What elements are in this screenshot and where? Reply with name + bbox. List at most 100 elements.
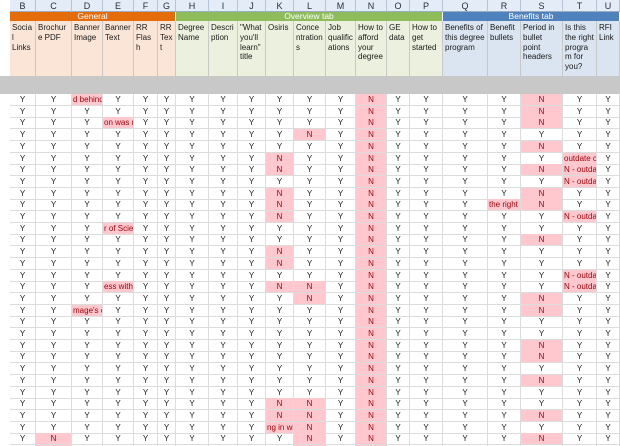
cell-r6-c6[interactable]: Y bbox=[176, 164, 209, 177]
cell-r4-c7[interactable]: Y bbox=[209, 140, 238, 153]
cell-r20-c16[interactable]: Y bbox=[488, 328, 521, 340]
cell-r5-c1[interactable]: Y bbox=[36, 152, 72, 165]
cell-r20-c7[interactable]: Y bbox=[209, 328, 238, 340]
cell-r17-c5[interactable]: Y bbox=[158, 292, 176, 305]
cell-r15-c12[interactable]: N bbox=[356, 269, 387, 282]
cell-r6-c4[interactable]: Y bbox=[134, 164, 158, 177]
cell-r8-c8[interactable]: Y bbox=[238, 187, 266, 200]
cell-r0-c1[interactable]: Y bbox=[36, 94, 72, 106]
cell-r7-c14[interactable]: Y bbox=[410, 175, 443, 188]
cell-r23-c4[interactable]: Y bbox=[134, 363, 158, 376]
cell-r14-c4[interactable]: Y bbox=[134, 257, 158, 270]
cell-r21-c19[interactable]: Y bbox=[597, 339, 620, 352]
cell-r5-c13[interactable]: Y bbox=[387, 152, 410, 165]
cell-r25-c15[interactable]: Y bbox=[443, 386, 488, 399]
cell-r18-c10[interactable]: Y bbox=[294, 304, 326, 317]
cell-r14-c16[interactable]: Y bbox=[488, 257, 521, 270]
cell-r4-c11[interactable]: Y bbox=[326, 140, 356, 153]
header-cell-12[interactable]: How to afford your degree bbox=[356, 21, 387, 76]
cell-r26-c9[interactable]: N bbox=[266, 398, 294, 411]
cell-r8-c11[interactable]: Y bbox=[326, 187, 356, 200]
cell-r20-c12[interactable]: N bbox=[356, 328, 387, 340]
cell-r2-c17[interactable]: N bbox=[521, 117, 563, 130]
cell-r5-c12[interactable]: N bbox=[356, 152, 387, 165]
cell-r25-c13[interactable]: Y bbox=[387, 386, 410, 399]
cell-r1-c12[interactable]: N bbox=[356, 105, 387, 118]
cell-r3-c2[interactable]: Y bbox=[72, 129, 103, 142]
cell-r13-c0[interactable]: Y bbox=[10, 246, 36, 259]
column-letter-o[interactable]: O bbox=[387, 0, 410, 12]
cell-r8-c0[interactable]: Y bbox=[10, 187, 36, 200]
cell-r11-c11[interactable]: Y bbox=[326, 222, 356, 235]
cell-r11-c3[interactable]: r of Scie bbox=[103, 222, 134, 235]
cell-r16-c10[interactable]: N bbox=[294, 281, 326, 294]
cell-r23-c17[interactable]: Y bbox=[521, 363, 563, 376]
cell-r28-c8[interactable]: Y bbox=[238, 421, 266, 434]
cell-r1-c5[interactable]: Y bbox=[158, 105, 176, 118]
cell-r21-c5[interactable]: Y bbox=[158, 339, 176, 352]
cell-r7-c15[interactable]: Y bbox=[443, 175, 488, 188]
cell-r3-c12[interactable]: N bbox=[356, 129, 387, 142]
cell-r1-c15[interactable]: Y bbox=[443, 105, 488, 118]
cell-r0-c15[interactable]: Y bbox=[443, 94, 488, 106]
cell-r1-c13[interactable]: Y bbox=[387, 105, 410, 118]
cell-r22-c1[interactable]: Y bbox=[36, 351, 72, 364]
cell-r28-c6[interactable]: Y bbox=[176, 421, 209, 434]
cell-r22-c12[interactable]: N bbox=[356, 351, 387, 364]
cell-r17-c9[interactable]: Y bbox=[266, 292, 294, 305]
cell-r7-c18[interactable]: N - outda bbox=[563, 175, 597, 188]
cell-r12-c5[interactable]: Y bbox=[158, 234, 176, 247]
cell-r2-c9[interactable]: Y bbox=[266, 117, 294, 130]
cell-r21-c3[interactable]: Y bbox=[103, 339, 134, 352]
cell-r29-c5[interactable]: Y bbox=[158, 433, 176, 446]
cell-r20-c3[interactable]: Y bbox=[103, 328, 134, 340]
cell-r20-c17[interactable]: Y bbox=[521, 328, 563, 340]
cell-r2-c6[interactable]: Y bbox=[176, 117, 209, 130]
cell-r20-c6[interactable]: Y bbox=[176, 328, 209, 340]
cell-r5-c3[interactable]: Y bbox=[103, 152, 134, 165]
cell-r23-c5[interactable]: Y bbox=[158, 363, 176, 376]
cell-r24-c0[interactable]: Y bbox=[10, 374, 36, 387]
cell-r0-c16[interactable]: Y bbox=[488, 94, 521, 106]
cell-r13-c10[interactable]: Y bbox=[294, 246, 326, 259]
cell-r1-c19[interactable]: Y bbox=[597, 105, 620, 118]
cell-r23-c10[interactable]: Y bbox=[294, 363, 326, 376]
cell-r24-c14[interactable]: Y bbox=[410, 374, 443, 387]
header-cell-0[interactable]: Social Links bbox=[10, 21, 36, 76]
cell-r22-c14[interactable]: Y bbox=[410, 351, 443, 364]
cell-r27-c8[interactable]: Y bbox=[238, 409, 266, 422]
cell-r0-c11[interactable]: Y bbox=[326, 94, 356, 106]
cell-r15-c19[interactable]: Y bbox=[597, 269, 620, 282]
cell-r20-c8[interactable]: Y bbox=[238, 328, 266, 340]
cell-r0-c12[interactable]: N bbox=[356, 94, 387, 106]
cell-r11-c1[interactable]: Y bbox=[36, 222, 72, 235]
cell-r9-c8[interactable]: Y bbox=[238, 199, 266, 212]
cell-r19-c9[interactable]: Y bbox=[266, 316, 294, 329]
cell-r26-c3[interactable]: Y bbox=[103, 398, 134, 411]
cell-r4-c6[interactable]: Y bbox=[176, 140, 209, 153]
cell-r12-c2[interactable]: Y bbox=[72, 234, 103, 247]
cell-r23-c15[interactable]: Y bbox=[443, 363, 488, 376]
cell-r28-c0[interactable]: Y bbox=[10, 421, 36, 434]
cell-r3-c10[interactable]: N bbox=[294, 129, 326, 142]
cell-r27-c5[interactable]: Y bbox=[158, 409, 176, 422]
cell-r20-c2[interactable]: Y bbox=[72, 328, 103, 340]
cell-r23-c16[interactable]: Y bbox=[488, 363, 521, 376]
cell-r5-c8[interactable]: Y bbox=[238, 152, 266, 165]
cell-r21-c8[interactable]: Y bbox=[238, 339, 266, 352]
cell-r20-c18[interactable]: Y bbox=[563, 328, 597, 340]
cell-r14-c10[interactable]: Y bbox=[294, 257, 326, 270]
cell-r23-c1[interactable]: Y bbox=[36, 363, 72, 376]
cell-r12-c9[interactable]: Y bbox=[266, 234, 294, 247]
cell-r2-c15[interactable]: Y bbox=[443, 117, 488, 130]
cell-r0-c3[interactable]: Y bbox=[103, 94, 134, 106]
cell-r28-c15[interactable]: Y bbox=[443, 421, 488, 434]
cell-r22-c9[interactable]: Y bbox=[266, 351, 294, 364]
cell-r6-c12[interactable]: N bbox=[356, 164, 387, 177]
cell-r25-c0[interactable]: Y bbox=[10, 386, 36, 399]
cell-r27-c10[interactable]: N bbox=[294, 409, 326, 422]
cell-r7-c6[interactable]: Y bbox=[176, 175, 209, 188]
cell-r4-c15[interactable]: Y bbox=[443, 140, 488, 153]
cell-r11-c4[interactable]: Y bbox=[134, 222, 158, 235]
cell-r11-c18[interactable]: Y bbox=[563, 222, 597, 235]
